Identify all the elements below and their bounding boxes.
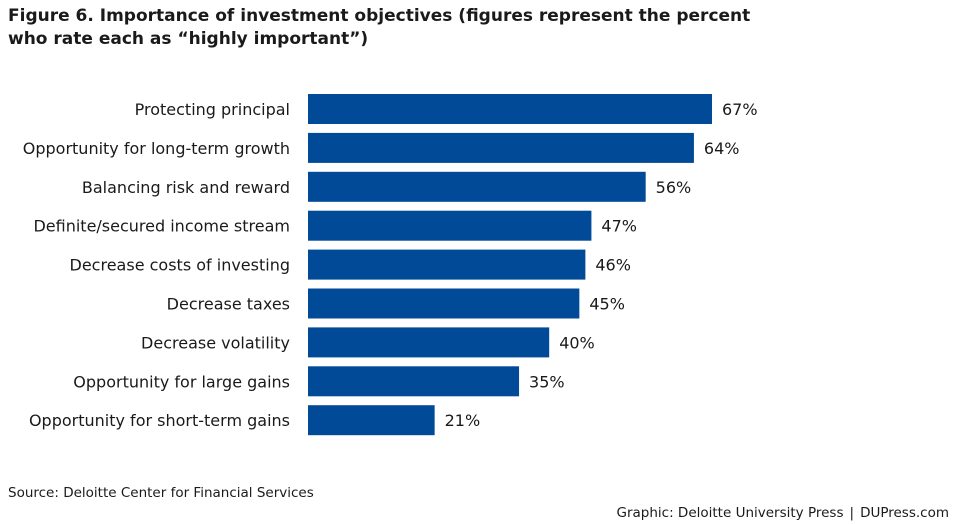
category-label-4: Definite/secured income stream <box>33 217 290 236</box>
value-label-9: 21% <box>445 411 481 430</box>
category-label-7: Decrease volatility <box>141 333 290 352</box>
bar-9 <box>308 405 435 436</box>
category-label-9: Opportunity for short-term gains <box>29 411 290 430</box>
bar-3 <box>308 171 646 202</box>
site-credit: DUPress.com <box>860 505 949 521</box>
value-label-6: 45% <box>589 295 625 314</box>
category-label-6: Decrease taxes <box>167 295 290 314</box>
bar-chart: Protecting principal 67% Opportunity for l… <box>23 94 758 436</box>
bars-group: Protecting principal 67% Opportunity for l… <box>23 94 758 436</box>
value-label-2: 64% <box>704 139 740 158</box>
value-label-7: 40% <box>559 333 595 352</box>
graphic-credit: Graphic: Deloitte University Press <box>616 505 844 521</box>
value-label-4: 47% <box>601 217 637 236</box>
credit-separator: | <box>849 505 855 521</box>
chart-title: Figure 6. Importance of investment objec… <box>8 5 768 51</box>
category-label-5: Decrease costs of investing <box>70 256 290 275</box>
category-label-3: Balancing risk and reward <box>82 178 290 197</box>
bar-4 <box>308 210 592 241</box>
value-label-5: 46% <box>595 256 631 275</box>
category-label-8: Opportunity for large gains <box>73 372 290 391</box>
value-label-3: 56% <box>656 178 692 197</box>
bar-8 <box>308 366 520 397</box>
bar-2 <box>308 132 694 163</box>
credit-line: Graphic: Deloitte University Press | DUPre… <box>617 505 950 521</box>
bar-1 <box>308 94 713 124</box>
bar-6 <box>308 288 580 319</box>
bar-7 <box>308 327 550 358</box>
source-note: Source: Deloitte Center for Financial Se… <box>8 485 314 501</box>
chart-title-line-2: who rate each as “highly important”) <box>8 29 369 49</box>
category-label-1: Protecting principal <box>135 100 290 119</box>
chart-title-line-1: Figure 6. Importance of investment objec… <box>8 6 751 26</box>
value-label-8: 35% <box>529 372 565 391</box>
value-label-1: 67% <box>722 100 758 119</box>
bar-5 <box>308 249 586 280</box>
category-label-2: Opportunity for long-term growth <box>23 139 290 158</box>
